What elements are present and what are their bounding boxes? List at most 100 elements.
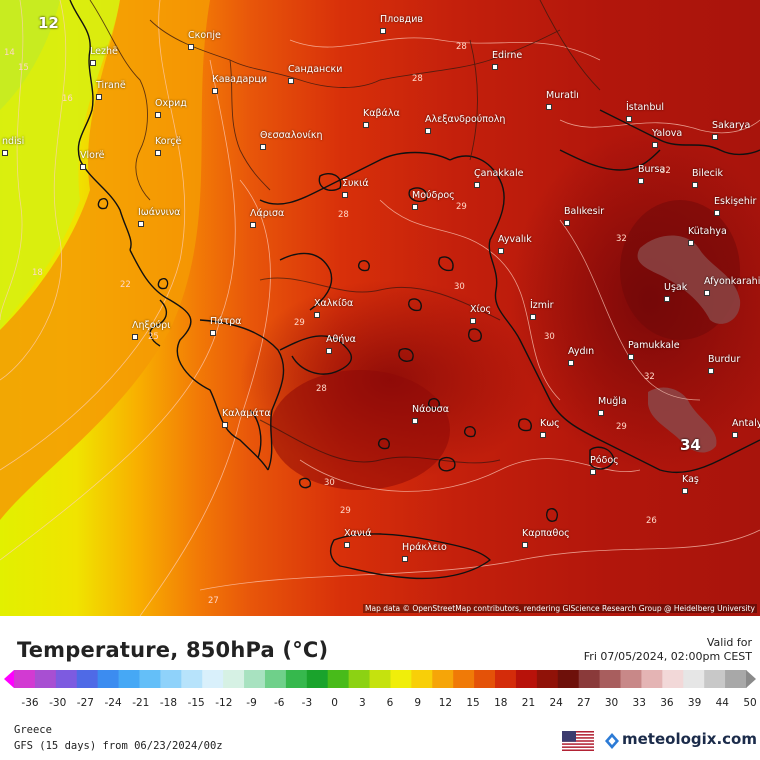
city-name: Καρπαθος: [522, 528, 570, 539]
map-canvas: [0, 0, 760, 616]
city-label: Aydın: [568, 346, 594, 368]
city-label: Kaş: [682, 474, 699, 496]
scale-swatch: [118, 670, 141, 688]
meteologix-brand[interactable]: meteologix.com: [622, 730, 757, 748]
scale-tick-label: 9: [414, 697, 422, 709]
city-name: Χανιά: [344, 528, 372, 539]
city-marker-icon: [682, 487, 688, 494]
city-marker-icon: [342, 191, 348, 198]
city-name: Tiranë: [96, 80, 126, 91]
scale-tick-label: 0: [331, 697, 338, 709]
city-name: Muğla: [598, 396, 627, 407]
city-name: Bilecik: [692, 168, 724, 179]
city-marker-icon: [288, 77, 294, 84]
city-label: Çanakkale: [474, 168, 523, 190]
scale-tick-label: -24: [104, 697, 122, 709]
scale-swatch: [160, 670, 182, 688]
city-marker-icon: [402, 555, 408, 562]
isotherm-value: 26: [646, 516, 657, 526]
isotherm-value: 28: [316, 384, 327, 394]
city-marker-icon: [412, 203, 418, 210]
city-marker-icon: [638, 177, 644, 184]
scale-swatch: [725, 670, 747, 688]
city-label: Bilecik: [692, 168, 723, 190]
isotherm-value: 32: [644, 372, 655, 382]
isotherm-value: 27: [208, 596, 219, 606]
scale-tick-label: -9: [246, 697, 257, 709]
city-label: İstanbul: [626, 102, 664, 124]
isotherm-value: 32: [616, 234, 627, 244]
city-marker-icon: [712, 133, 718, 140]
city-label: Ιωάννινα: [138, 207, 180, 229]
isotherm-value: 32: [660, 166, 671, 176]
city-label: Кавадарци: [212, 74, 267, 96]
city-name: Νάουσα: [412, 404, 449, 415]
city-label: Kütahya: [688, 226, 727, 248]
city-marker-icon: [250, 221, 256, 228]
city-name: Afyonkarahisar: [704, 276, 760, 287]
us-flag-icon[interactable]: [562, 731, 594, 751]
scale-swatch: [348, 670, 371, 688]
scale-swatch: [515, 670, 538, 688]
isotherm-value: 29: [340, 506, 351, 516]
city-label: Καρπαθος: [522, 528, 570, 550]
city-marker-icon: [470, 317, 476, 324]
color-scale-bar: [4, 670, 756, 688]
city-name: Καλαμάτα: [222, 408, 271, 419]
city-name: Eskişehir: [714, 196, 757, 207]
scale-swatch: [495, 670, 517, 688]
city-marker-icon: [704, 289, 710, 296]
city-label: Αλεξανδρούπολη: [425, 114, 505, 136]
city-label: Χίος: [470, 304, 491, 326]
city-label: Ληξούρι: [132, 320, 170, 342]
scale-swatch: [34, 670, 57, 688]
temperature-map[interactable]: Lezhë Tiranë Vlorë ndisi Скопје Охрид Кавадарц…: [0, 0, 760, 616]
isotherm-value: 29: [456, 202, 467, 212]
city-name: Antalya: [732, 418, 760, 429]
city-name: Balıkesir: [564, 206, 605, 217]
city-label: Χαλκίδα: [314, 298, 353, 320]
city-name: Bursa: [638, 164, 666, 175]
city-name: Edirne: [492, 50, 523, 61]
city-name: Скопје: [188, 30, 221, 41]
isotherm-value: 30: [324, 478, 335, 488]
city-label: Θεσσαλονίκη: [260, 130, 323, 152]
isotherm-value: 25: [148, 332, 159, 342]
city-label: Χανιά: [344, 528, 372, 550]
city-name: Vlorë: [80, 150, 105, 161]
map-credit[interactable]: Map data © OpenStreetMap contributors, r…: [363, 604, 757, 613]
city-label: Скопје: [188, 30, 221, 52]
scale-tick-label: -18: [159, 697, 178, 709]
city-label: Συκιά: [342, 178, 369, 200]
scale-swatch: [453, 670, 475, 688]
city-name: Αλεξανδρούπολη: [425, 114, 506, 125]
isotherm-value: 22: [120, 280, 131, 290]
city-marker-icon: [732, 431, 738, 438]
city-label: Κως: [540, 418, 560, 440]
city-marker-icon: [688, 239, 694, 246]
city-label: Uşak: [664, 282, 687, 304]
city-name: Sakarya: [712, 120, 751, 131]
isotherm-value: 28: [412, 74, 423, 84]
scale-swatch: [620, 670, 643, 688]
city-label: Vlorë: [80, 150, 105, 172]
city-label: Πάτρα: [210, 316, 241, 338]
city-label: Pamukkale: [628, 340, 680, 362]
city-name: Kütahya: [688, 226, 727, 237]
city-name: Uşak: [664, 282, 688, 293]
scale-tick-label: 18: [494, 697, 508, 709]
scale-swatch: [76, 670, 99, 688]
city-marker-icon: [412, 417, 418, 424]
scale-swatch: [578, 670, 601, 688]
city-name: Ιωάννινα: [138, 207, 181, 218]
city-label: Balıkesir: [564, 206, 604, 228]
scale-min-arrow: [4, 670, 14, 688]
city-name: İstanbul: [626, 102, 665, 113]
isotherm-value: 12: [38, 14, 59, 32]
city-name: Λάρισα: [250, 208, 285, 219]
city-label: Edirne: [492, 50, 522, 72]
city-marker-icon: [210, 329, 216, 336]
city-marker-icon: [222, 421, 228, 428]
city-label: Νάουσα: [412, 404, 449, 426]
isotherm-value: 28: [338, 210, 349, 220]
